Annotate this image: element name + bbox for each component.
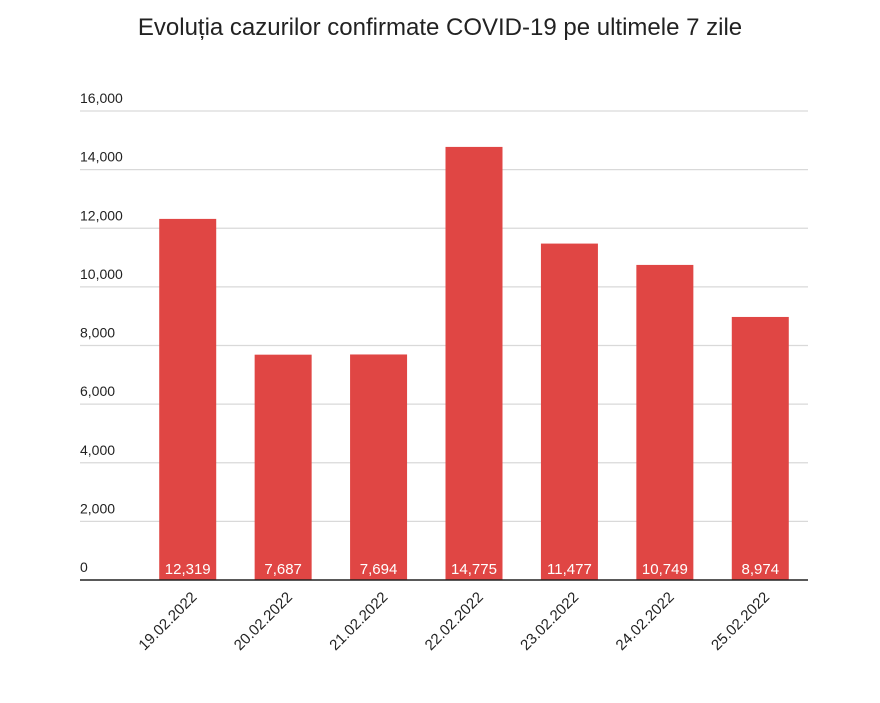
x-tick-label: 25.02.2022 — [708, 589, 773, 654]
y-tick-label: 2,000 — [80, 500, 115, 516]
bar — [254, 354, 312, 580]
bar — [159, 218, 217, 581]
y-axis-ticks: 0 2,000 4,000 6,000 8,000 10,000 12,000 14,000 1… — [80, 90, 123, 575]
bar — [636, 264, 694, 580]
y-tick-label: 14,000 — [80, 149, 123, 165]
bar — [350, 354, 408, 580]
y-tick-label: 8,000 — [80, 325, 115, 341]
bar — [540, 243, 598, 580]
data-label: 12,319 — [165, 561, 211, 578]
x-tick-label: 20.02.2022 — [231, 589, 296, 654]
y-tick-label: 10,000 — [80, 266, 123, 282]
bar — [445, 146, 503, 580]
y-tick-label: 12,000 — [80, 207, 123, 223]
data-label: 8,974 — [742, 561, 780, 578]
data-label: 14,775 — [451, 561, 497, 578]
x-tick-label: 19.02.2022 — [135, 589, 200, 654]
data-label: 7,694 — [360, 561, 398, 578]
y-tick-label: 6,000 — [80, 383, 115, 399]
x-tick-label: 21.02.2022 — [326, 589, 391, 654]
bars — [159, 146, 789, 581]
data-label: 11,477 — [547, 561, 592, 578]
data-label: 10,749 — [642, 561, 688, 578]
y-tick-label: 4,000 — [80, 442, 115, 458]
data-label: 7,687 — [264, 561, 302, 578]
x-tick-label: 23.02.2022 — [517, 589, 582, 654]
chart-title: Evoluția cazurilor confirmate COVID-19 p… — [137, 14, 743, 41]
x-tick-label: 22.02.2022 — [422, 589, 487, 654]
y-tick-label: 16,000 — [80, 90, 123, 106]
data-labels: 12,319 7,687 7,694 14,775 11,477 10,749 8,974 — [165, 561, 779, 578]
y-tick-label: 0 — [80, 559, 88, 575]
x-tick-label: 24.02.2022 — [613, 589, 678, 654]
bar — [731, 316, 789, 580]
x-axis-ticks: 19.02.2022 20.02.2022 21.02.2022 22.02.2022… — [135, 589, 773, 654]
